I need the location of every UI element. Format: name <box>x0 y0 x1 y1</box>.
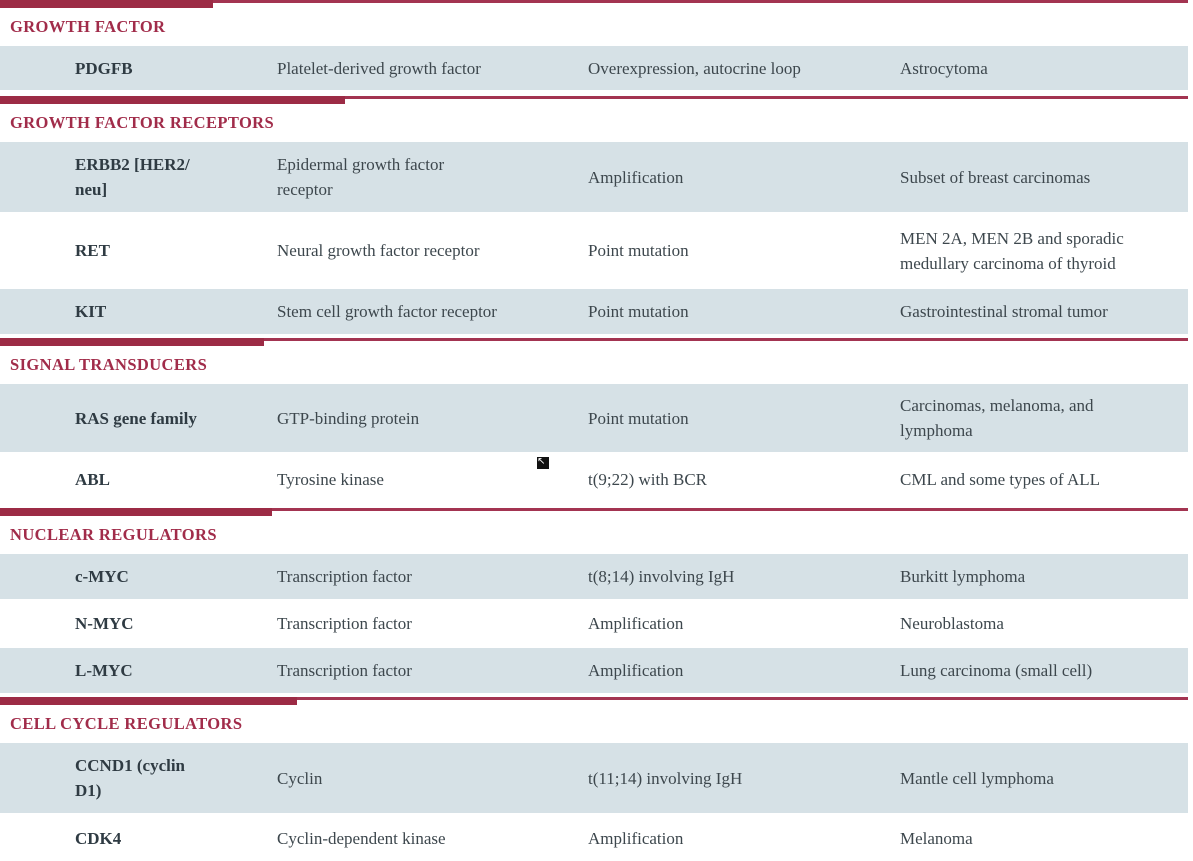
function-cell: Transcription factor <box>277 567 412 586</box>
tumor-cell: Gastrointestinal stromal tumor <box>900 302 1108 321</box>
section-growth-factor-receptors: GROWTH FACTOR RECEPTORS ERBB2 [HER2/ neu… <box>0 96 1188 334</box>
gene-cell: ABL <box>75 469 110 489</box>
tumor-cell: Burkitt lymphoma <box>900 567 1026 586</box>
table-row: PDGFB Platelet-derived growth factor Ove… <box>0 46 1188 90</box>
divider-thick-segment <box>0 338 264 346</box>
tumor-cell: Lung carcinoma (small cell) <box>900 661 1093 680</box>
table-row: CCND1 (cyclin D1) Cyclin t(11;14) involv… <box>0 743 1188 813</box>
section-rows: CCND1 (cyclin D1) Cyclin t(11;14) involv… <box>0 743 1188 861</box>
tumor-cell: Mantle cell lymphoma <box>900 768 1054 788</box>
table-row: RAS gene family GTP-binding protein Poin… <box>0 384 1188 452</box>
gene-cell: L-MYC <box>75 661 133 680</box>
divider-thin-line <box>0 0 1188 3</box>
table-row: RET Neural growth factor receptor Point … <box>0 214 1188 287</box>
function-cell: Stem cell growth factor receptor <box>277 302 497 321</box>
divider-thin-line <box>0 697 1188 700</box>
section-header: SIGNAL TRANSDUCERS <box>10 355 208 374</box>
table-row: ERBB2 [HER2/ neu] Epidermal growth facto… <box>0 142 1188 212</box>
gene-cell: RAS gene family <box>75 408 197 428</box>
table-row: c-MYC Transcription factor t(8;14) invol… <box>0 554 1188 599</box>
mechanism-cell: Overexpression, autocrine loop <box>588 58 801 78</box>
table-row: ABL Tyrosine kinase t(9;22) with BCR CML… <box>0 454 1188 504</box>
section-divider-bar <box>0 96 1188 104</box>
function-cell: Cyclin <box>277 768 323 788</box>
gene-cell: CCND1 (cyclin D1) <box>75 756 186 800</box>
section-signal-transducers: SIGNAL TRANSDUCERS RAS gene family GTP-b… <box>0 338 1188 504</box>
tumor-cell: MEN 2A, MEN 2B and sporadic medullary ca… <box>900 228 1124 273</box>
mechanism-cell: Amplification <box>588 614 684 633</box>
function-cell: Transcription factor <box>277 614 412 633</box>
function-cell: Epidermal growth factor receptor <box>277 155 445 199</box>
divider-thin-line <box>0 508 1188 511</box>
table-row: N-MYC Transcription factor Amplification… <box>0 601 1188 646</box>
divider-thick-segment <box>0 96 345 104</box>
function-cell: Transcription factor <box>277 661 412 680</box>
section-nuclear-regulators: NUCLEAR REGULATORS c-MYC Transcription f… <box>0 508 1188 693</box>
section-header: GROWTH FACTOR RECEPTORS <box>10 113 275 132</box>
gene-cell: ERBB2 [HER2/ neu] <box>75 155 190 199</box>
gene-cell: CDK4 <box>75 828 122 848</box>
mechanism-cell: t(8;14) involving IgH <box>588 567 735 586</box>
gene-cell: PDGFB <box>75 58 133 78</box>
table-row: KIT Stem cell growth factor receptor Poi… <box>0 289 1188 334</box>
mechanism-cell: Amplification <box>588 828 684 848</box>
section-header: NUCLEAR REGULATORS <box>10 525 217 544</box>
section-rows: PDGFB Platelet-derived growth factor Ove… <box>0 46 1188 90</box>
divider-thin-line <box>0 338 1188 341</box>
section-rows: ERBB2 [HER2/ neu] Epidermal growth facto… <box>0 142 1188 334</box>
mechanism-cell: t(11;14) involving IgH <box>588 768 743 788</box>
section-cell-cycle-regulators: CELL CYCLE REGULATORS CCND1 (cyclin D1) … <box>0 697 1188 861</box>
divider-thick-segment <box>0 697 297 705</box>
tumor-cell: Carcinomas, melanoma, and lymphoma <box>900 396 1094 440</box>
mechanism-cell: Amplification <box>588 661 684 680</box>
function-cell: Tyrosine kinase <box>277 469 384 489</box>
tumor-cell: Astrocytoma <box>900 58 988 78</box>
table-row: L-MYC Transcription factor Amplification… <box>0 648 1188 693</box>
tumor-cell: Subset of breast carcinomas <box>900 167 1091 187</box>
gene-cell: N-MYC <box>75 614 134 633</box>
table-row: CDK4 Cyclin-dependent kinase Amplificati… <box>0 815 1188 861</box>
section-rows: c-MYC Transcription factor t(8;14) invol… <box>0 554 1188 693</box>
section-divider-bar <box>0 697 1188 705</box>
section-divider-bar <box>0 0 1188 8</box>
function-cell: Neural growth factor receptor <box>277 241 480 260</box>
section-header: CELL CYCLE REGULATORS <box>10 714 243 733</box>
mechanism-cell: Point mutation <box>588 302 689 321</box>
function-cell: Platelet-derived growth factor <box>277 58 481 78</box>
function-cell: Cyclin-dependent kinase <box>277 828 446 848</box>
gene-cell: RET <box>75 241 110 260</box>
divider-thin-line <box>0 96 1188 99</box>
section-rows: RAS gene family GTP-binding protein Poin… <box>0 384 1188 504</box>
mechanism-cell: Point mutation <box>588 408 689 428</box>
mechanism-cell: Amplification <box>588 167 684 187</box>
section-divider-bar <box>0 508 1188 516</box>
section-header: GROWTH FACTOR <box>10 17 166 36</box>
section-divider-bar <box>0 338 1188 346</box>
tumor-cell: Melanoma <box>900 828 973 848</box>
tumor-cell: Neuroblastoma <box>900 614 1004 633</box>
section-growth-factor: GROWTH FACTOR PDGFB Platelet-derived gro… <box>0 0 1188 90</box>
function-cell: GTP-binding protein <box>277 408 420 428</box>
gene-cell: KIT <box>75 302 107 321</box>
mechanism-cell: Point mutation <box>588 241 689 260</box>
cursor-icon: ↖ <box>537 456 549 469</box>
mechanism-cell: t(9;22) with BCR <box>588 469 708 489</box>
gene-cell: c-MYC <box>75 567 129 586</box>
divider-thick-segment <box>0 0 213 8</box>
divider-thick-segment <box>0 508 272 516</box>
tumor-cell: CML and some types of ALL <box>900 469 1101 489</box>
